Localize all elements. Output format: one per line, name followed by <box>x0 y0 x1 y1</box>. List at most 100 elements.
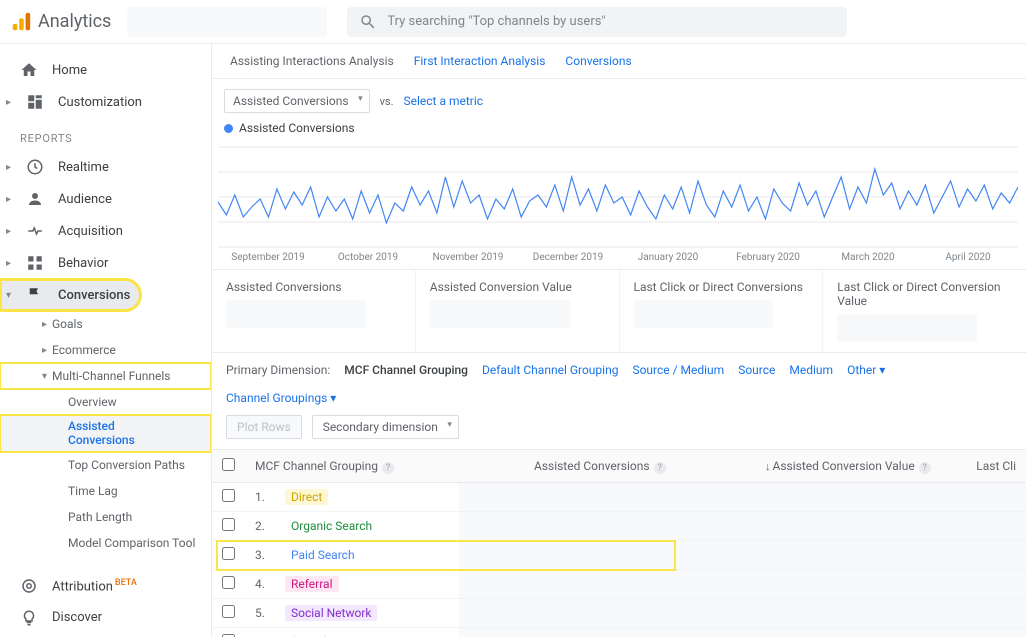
nav-label: AttributionBETA <box>52 578 137 594</box>
nav-attribution[interactable]: AttributionBETA <box>0 570 211 602</box>
plot-rows-button: Plot Rows <box>226 415 302 439</box>
vs-label: vs. <box>380 95 394 108</box>
channel-cell[interactable]: Paid Search <box>275 541 459 570</box>
select-metric-link[interactable]: Select a metric <box>404 94 484 108</box>
legend-label: Assisted Conversions <box>239 121 355 135</box>
mcf-path-length[interactable]: Path Length <box>0 504 211 530</box>
masked-value <box>676 512 941 541</box>
svg-text:September 2019: September 2019 <box>231 252 304 263</box>
channel-groupings-link[interactable]: Channel Groupings ▾ <box>226 391 336 405</box>
svg-text:March 2020: March 2020 <box>841 252 895 263</box>
svg-text:October 2019: October 2019 <box>338 252 398 263</box>
report-tabs: Assisting Interactions Analysis First In… <box>212 44 1026 79</box>
tab-conversions[interactable]: Conversions <box>565 54 631 68</box>
reports-heading: REPORTS <box>0 118 211 151</box>
help-icon[interactable]: ? <box>654 462 666 474</box>
col-assisted[interactable]: Assisted Conversions <box>534 459 650 473</box>
svg-text:February 2020: February 2020 <box>736 252 800 263</box>
table-row[interactable]: 5.Social Network <box>212 599 1026 628</box>
summary-last-click-value: Last Click or Direct Conversion Value <box>823 270 1026 352</box>
sub-goals[interactable]: ▸Goals <box>0 311 211 337</box>
attribution-icon <box>20 577 38 595</box>
caret-icon: ▾ <box>6 290 14 301</box>
nav-acquisition[interactable]: ▸ Acquisition <box>0 215 211 247</box>
nav-discover[interactable]: Discover <box>0 602 211 634</box>
flag-icon <box>26 286 44 304</box>
table-row[interactable]: 1.Direct <box>212 483 1026 512</box>
nav-home[interactable]: Home <box>0 54 211 86</box>
col-last[interactable]: Last Cli <box>941 450 1026 483</box>
channel-table: MCF Channel Grouping? Assisted Conversio… <box>212 449 1026 637</box>
masked-value <box>676 599 941 628</box>
summary-last-click-conversions: Last Click or Direct Conversions <box>620 270 824 352</box>
analytics-logo-icon <box>10 11 32 33</box>
chart-legend: Assisted Conversions <box>212 117 1026 143</box>
app-header: Analytics Try searching "Top channels by… <box>0 0 1026 44</box>
tab-first-interaction[interactable]: First Interaction Analysis <box>414 54 546 68</box>
dimension-option[interactable]: Source / Medium <box>632 363 724 377</box>
caret-icon: ▸ <box>6 258 14 269</box>
table-row[interactable]: 3.Paid Search <box>212 541 1026 570</box>
channel-cell[interactable]: Direct <box>275 483 459 512</box>
masked-value <box>459 541 675 570</box>
row-checkbox[interactable] <box>222 518 235 531</box>
row-number: 5. <box>245 599 275 628</box>
dimension-option[interactable]: Medium <box>789 363 833 377</box>
dimension-option[interactable]: Default Channel Grouping <box>482 363 618 377</box>
channel-cell[interactable]: (Other) <box>275 628 459 637</box>
clock-icon <box>26 158 44 176</box>
row-number: 2. <box>245 512 275 541</box>
nav-conversions[interactable]: ▾ Conversions <box>0 279 141 311</box>
dimension-other[interactable]: Other ▾ <box>847 363 885 377</box>
search-box[interactable]: Try searching "Top channels by users" <box>347 7 847 37</box>
sidebar: Home ▸ Customization REPORTS ▸ Realtime … <box>0 44 212 637</box>
table-controls: Plot Rows Secondary dimension <box>212 411 1026 449</box>
acquisition-icon <box>26 222 44 240</box>
property-selector[interactable] <box>127 7 327 37</box>
bulb-icon <box>20 609 38 627</box>
mcf-overview[interactable]: Overview <box>0 389 211 415</box>
channel-cell[interactable]: Organic Search <box>275 512 459 541</box>
row-checkbox[interactable] <box>222 605 235 618</box>
help-icon[interactable]: ? <box>382 462 394 474</box>
nav-behavior[interactable]: ▸ Behavior <box>0 247 211 279</box>
row-checkbox[interactable] <box>222 547 235 560</box>
nav-customization[interactable]: ▸ Customization <box>0 86 211 118</box>
channel-cell[interactable]: Referral <box>275 570 459 599</box>
masked-value <box>941 541 1026 570</box>
nav-label: Realtime <box>58 160 109 175</box>
masked-value <box>676 570 941 599</box>
metric-select[interactable]: Assisted Conversions <box>224 89 370 113</box>
mcf-assisted-conversions[interactable]: Assisted Conversions <box>0 415 211 452</box>
dimension-option[interactable]: Source <box>738 363 775 377</box>
table-row[interactable]: 2.Organic Search <box>212 512 1026 541</box>
customization-icon <box>26 93 44 111</box>
nav-realtime[interactable]: ▸ Realtime <box>0 151 211 183</box>
secondary-dimension-select[interactable]: Secondary dimension <box>312 415 459 439</box>
table-row[interactable]: 4.Referral <box>212 570 1026 599</box>
caret-icon: ▸ <box>6 194 14 205</box>
summary-row: Assisted Conversions Assisted Conversion… <box>212 269 1026 353</box>
tab-assisting[interactable]: Assisting Interactions Analysis <box>230 54 394 68</box>
mcf-model-comp[interactable]: Model Comparison Tool <box>0 530 211 556</box>
select-all-checkbox[interactable] <box>222 458 235 471</box>
mcf-top-paths[interactable]: Top Conversion Paths <box>0 452 211 478</box>
sub-ecommerce[interactable]: ▸Ecommerce <box>0 337 211 363</box>
row-checkbox[interactable] <box>222 576 235 589</box>
col-channel[interactable]: MCF Channel Grouping <box>255 459 378 473</box>
mcf-time-lag[interactable]: Time Lag <box>0 478 211 504</box>
sub-mcf[interactable]: ▾Multi-Channel Funnels <box>0 363 211 389</box>
masked-value <box>430 300 570 328</box>
home-icon <box>20 61 38 79</box>
help-icon[interactable]: ? <box>919 462 931 474</box>
nav-audience[interactable]: ▸ Audience <box>0 183 211 215</box>
col-value[interactable]: Assisted Conversion Value <box>773 459 915 473</box>
row-checkbox[interactable] <box>222 489 235 502</box>
table-row[interactable]: 6.(Other) <box>212 628 1026 637</box>
channel-cell[interactable]: Social Network <box>275 599 459 628</box>
svg-text:November 2019: November 2019 <box>433 252 504 263</box>
dimension-active[interactable]: MCF Channel Grouping <box>344 363 468 377</box>
nav-label: Audience <box>58 192 112 207</box>
metric-selector-row: Assisted Conversions vs. Select a metric <box>212 79 1026 117</box>
nav-label: Home <box>52 63 87 78</box>
